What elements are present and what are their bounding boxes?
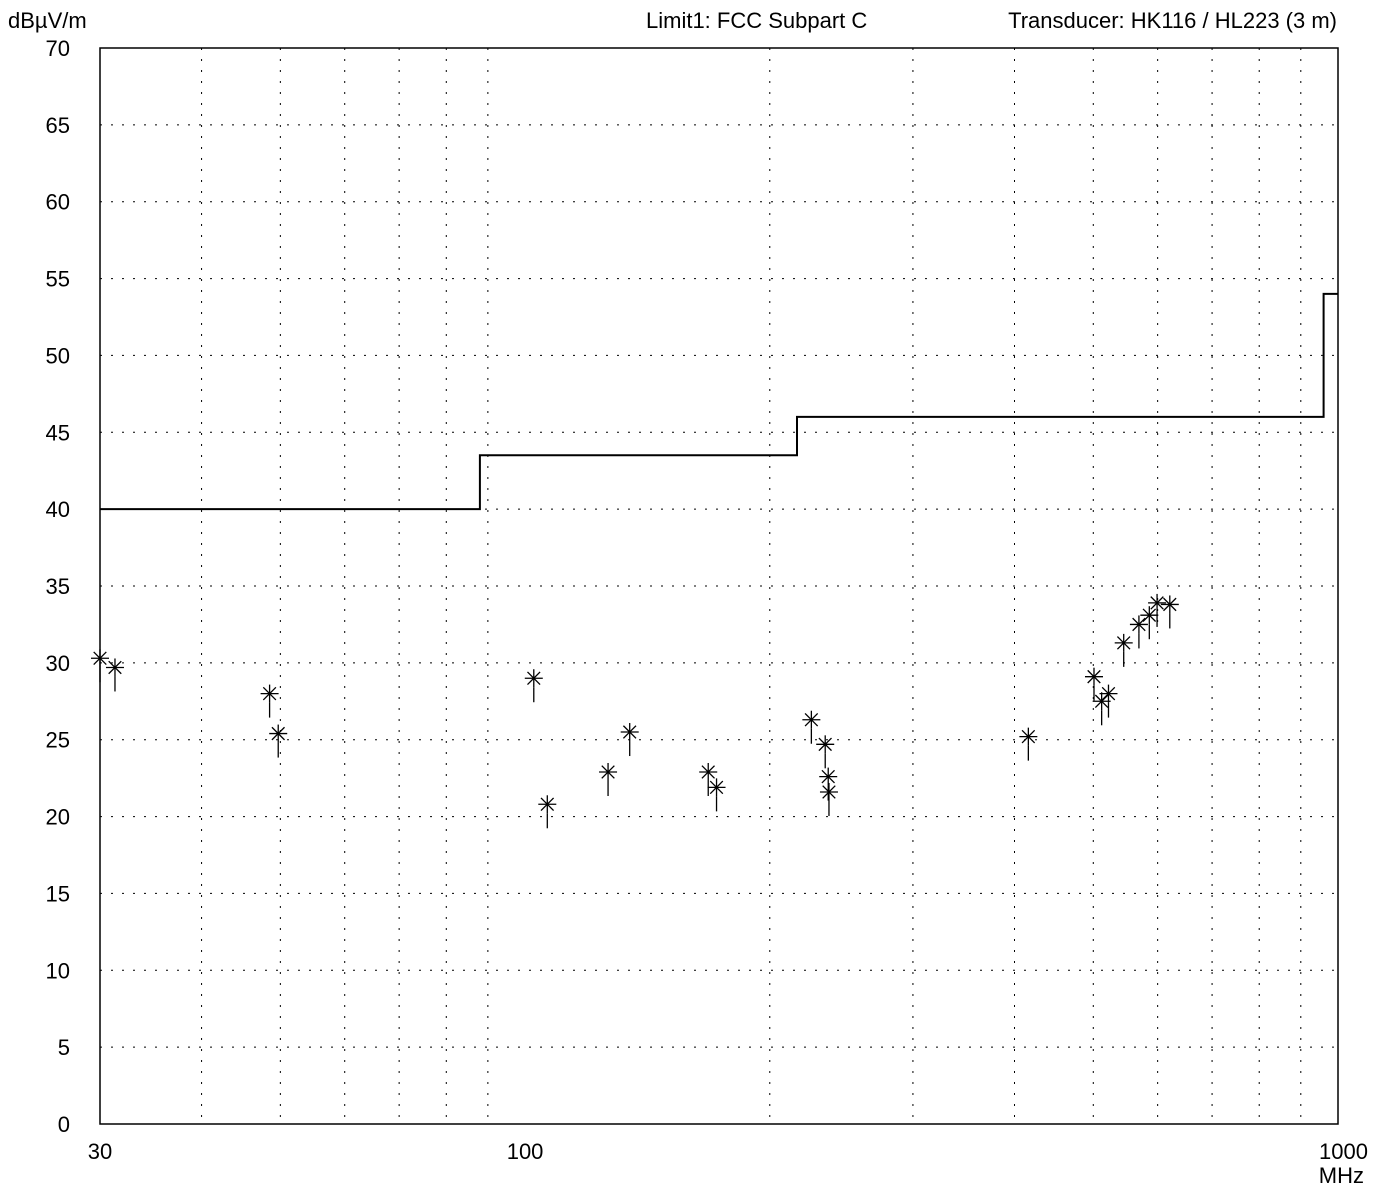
grid (100, 48, 1338, 1124)
y-tick-label: 65 (46, 113, 70, 138)
marker-stroke (804, 712, 819, 727)
y-tick-label: 20 (46, 805, 70, 830)
measurement-markers (91, 593, 1179, 829)
marker-stroke (271, 726, 285, 741)
y-tick-label: 70 (46, 36, 70, 61)
measurement-point (1084, 667, 1103, 701)
plot-frame (99, 47, 1339, 1125)
y-tick-label: 10 (46, 958, 70, 983)
y-tick-label: 5 (58, 1035, 70, 1060)
marker-stroke (1021, 729, 1036, 744)
measurement-point (699, 762, 718, 796)
y-tick-label: 25 (46, 728, 70, 753)
x-tick-label: 1000 (1319, 1139, 1368, 1164)
y-tick-label: 30 (46, 651, 70, 676)
marker-stroke (701, 765, 715, 779)
marker-stroke (709, 780, 724, 795)
measurement-point (1160, 595, 1179, 629)
y-tick-label: 35 (46, 574, 70, 599)
marker-stroke (262, 686, 277, 701)
measurement-point (1129, 615, 1148, 649)
marker-stroke (1087, 669, 1101, 684)
x-tick-label: 30 (88, 1139, 112, 1164)
marker-stroke (527, 671, 541, 685)
marker-stroke (93, 651, 107, 666)
y-tick-label: 15 (46, 881, 70, 906)
measurement-point (91, 649, 109, 683)
marker-stroke (601, 765, 615, 779)
x-tick-label: 100 (507, 1139, 544, 1164)
measurement-point (1140, 606, 1159, 640)
y-tick-label: 45 (46, 420, 70, 445)
marker-stroke (1116, 636, 1131, 650)
y-tick-label: 55 (46, 267, 70, 292)
measurement-point (1019, 727, 1038, 761)
measurement-point (816, 735, 835, 769)
y-axis-unit: dBµV/m (8, 8, 87, 33)
marker-stroke (822, 785, 836, 799)
limit-label: Limit1: FCC Subpart C (646, 8, 868, 33)
measurement-point (599, 762, 618, 796)
x-axis-unit: MHz (1318, 1163, 1364, 1188)
marker-stroke (108, 660, 122, 675)
y-tick-label: 60 (46, 190, 70, 215)
x-tick-labels: 30 100 1000 (88, 1139, 1368, 1164)
measurement-point (819, 782, 838, 816)
transducer-label: Transducer: HK116 / HL223 (3 m) (1008, 8, 1337, 33)
y-tick-label: 40 (46, 497, 70, 522)
measurement-point (1114, 633, 1133, 667)
marker-stroke (1101, 686, 1116, 701)
measurement-point (802, 710, 821, 744)
measurement-point (620, 723, 639, 757)
measurement-point (819, 767, 838, 801)
marker-stroke (540, 797, 555, 812)
y-tick-label: 0 (58, 1112, 70, 1137)
marker-stroke (622, 725, 637, 739)
measurement-point (707, 778, 726, 812)
measurement-point (105, 658, 124, 692)
marker-stroke (1163, 597, 1177, 612)
measurement-point (260, 684, 279, 718)
y-tick-labels: 0 5 10 15 20 25 30 35 40 45 50 55 60 65 70 (46, 36, 70, 1137)
measurement-point (1148, 593, 1167, 627)
limit-line (100, 292, 1338, 511)
measurement-point (1099, 684, 1118, 718)
marker-stroke (1132, 617, 1146, 632)
measurement-point (524, 669, 543, 703)
measurement-point (538, 795, 557, 829)
marker-stroke (821, 769, 835, 784)
measurement-point (269, 724, 288, 758)
marker-stroke (818, 737, 832, 752)
y-tick-label: 50 (46, 343, 70, 368)
marker-stroke (1142, 608, 1157, 622)
marker-stroke (1150, 596, 1164, 610)
